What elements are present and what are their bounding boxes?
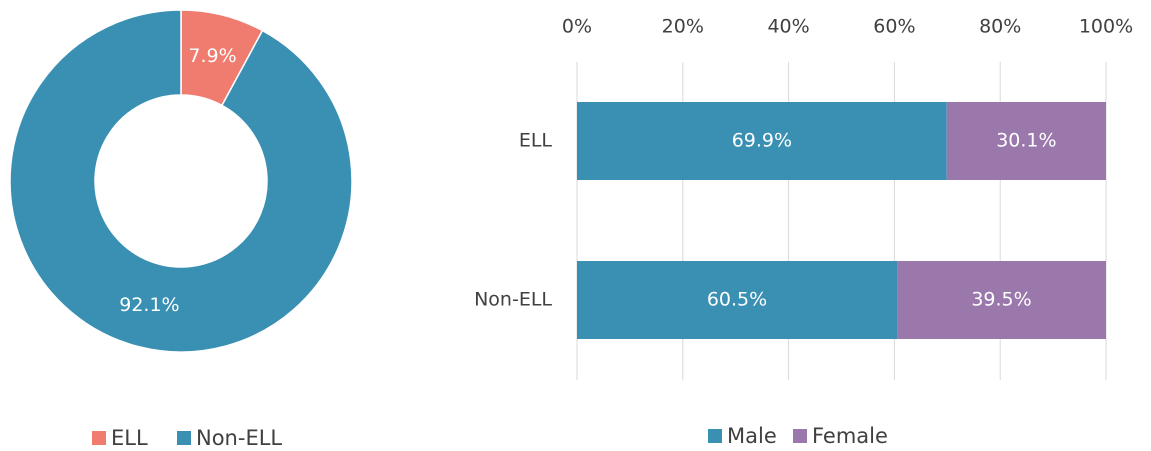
legend-swatch bbox=[92, 431, 106, 445]
donut-slice bbox=[9, 9, 353, 353]
legend-swatch bbox=[177, 431, 191, 445]
legend-label: Female bbox=[812, 424, 888, 448]
legend-swatch bbox=[708, 429, 722, 443]
data-label: 92.1% bbox=[119, 294, 179, 316]
bar-segment bbox=[577, 261, 898, 339]
data-label: 7.9% bbox=[188, 45, 236, 67]
legend-label: ELL bbox=[111, 426, 148, 450]
legend-label: Male bbox=[727, 424, 777, 448]
x-tick-label: 40% bbox=[767, 16, 809, 38]
data-label: 39.5% bbox=[971, 289, 1031, 311]
x-tick-label: 20% bbox=[662, 16, 704, 38]
legend-label: Non-ELL bbox=[196, 426, 282, 450]
data-label: 69.9% bbox=[732, 130, 792, 152]
y-tick-label: ELL bbox=[519, 130, 553, 152]
y-tick-label: Non-ELL bbox=[474, 289, 552, 311]
legend-swatch bbox=[793, 429, 807, 443]
bar-segment bbox=[946, 102, 1106, 180]
bar-segment bbox=[897, 261, 1106, 339]
x-tick-label: 100% bbox=[1079, 16, 1133, 38]
data-label: 60.5% bbox=[707, 289, 767, 311]
x-tick-label: 0% bbox=[562, 16, 592, 38]
x-tick-label: 60% bbox=[873, 16, 915, 38]
x-tick-label: 80% bbox=[979, 16, 1021, 38]
data-label: 30.1% bbox=[996, 130, 1056, 152]
bar-segment bbox=[577, 102, 947, 180]
